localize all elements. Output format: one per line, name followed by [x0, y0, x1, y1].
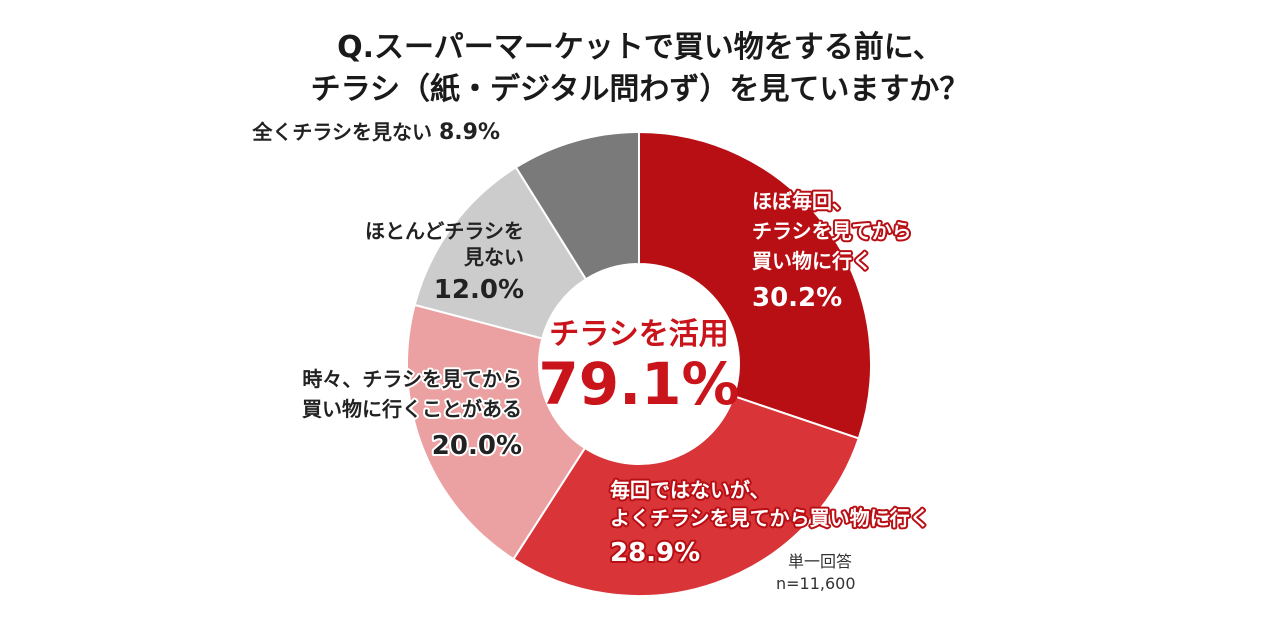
slice-1-label-line-3: 買い物に行く [752, 249, 872, 273]
slice-5-percent: 8.9% [439, 120, 500, 145]
slice-2-label-line-2: よくチラシを見てから買い物に行く [610, 506, 930, 530]
chart-title-line-2: チラシ（紙・デジタル問わず）を見ていますか？ [310, 72, 970, 107]
slice-1-label-line-1: ほぼ毎回、 [752, 189, 852, 213]
chart-title-line-1: Q.スーパーマーケットで買い物をする前に、 [337, 30, 943, 65]
slice-2-percent: 28.9% [610, 538, 700, 568]
answer-type-note: 単一回答 [788, 552, 852, 571]
slice-4-percent: 12.0% [434, 275, 524, 305]
slice-5-label: 全くチラシを見ない 8.9% [251, 120, 500, 145]
sample-size-note: n=11,600 [776, 574, 856, 593]
slice-1-percent: 30.2% [752, 283, 842, 313]
slice-4-label-line-1: ほとんどチラシを [365, 219, 524, 243]
slice-2-label-line-1: 毎回ではないが、 [610, 478, 770, 502]
center-label: チラシを活用 [549, 317, 728, 352]
slice-5 [514, 130, 640, 281]
donut-hole [539, 264, 739, 464]
slice-3-percent: 20.0% [432, 431, 522, 461]
slice-1-label-line-2: チラシを見てから [752, 219, 912, 243]
slice-4-label-line-2: 見ない [464, 245, 524, 269]
slice-3-label-line-2: 買い物に行くことがある [302, 397, 522, 421]
slice-3-label-line-1: 時々、チラシを見てから [302, 367, 522, 391]
center-value: 79.1% [538, 350, 739, 418]
